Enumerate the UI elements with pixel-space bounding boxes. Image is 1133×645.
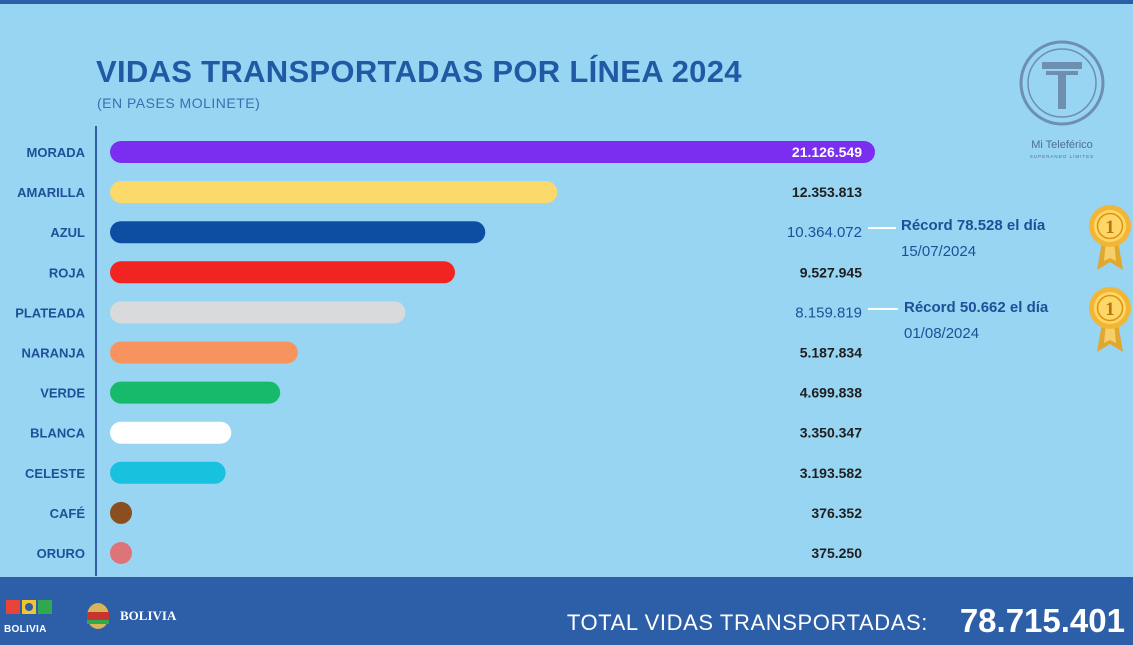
value-label-roja: 9.527.945: [800, 264, 862, 280]
value-label-celeste: 3.193.582: [800, 465, 862, 481]
bar-naranja: [110, 341, 298, 364]
top-strip: [0, 0, 1133, 4]
svg-text:1: 1: [1105, 217, 1115, 238]
category-label-morada: MORADA: [27, 145, 86, 160]
category-label-celeste: CELESTE: [25, 466, 85, 481]
category-label-roja: ROJA: [49, 265, 86, 280]
logo-name: Mi Teleférico: [1031, 139, 1093, 151]
category-label-oruro: ORURO: [37, 546, 85, 561]
value-label-amarilla: 12.353.813: [792, 184, 862, 200]
value-label-verde: 4.699.838: [800, 385, 862, 401]
bar-cafe: [110, 501, 132, 524]
bar-plateada: [110, 301, 406, 324]
category-label-naranja: NARANJA: [21, 346, 85, 361]
value-label-naranja: 5.187.834: [800, 345, 862, 361]
value-label-plateada: 8.159.819: [795, 304, 862, 321]
bar-amarilla: [110, 181, 558, 204]
bar-azul: [110, 221, 486, 244]
footer-bar: BOLIVIA BOLIVIA TOTAL VIDAS TRANSPORTADA…: [0, 577, 1133, 645]
bar-blanca: [110, 421, 232, 444]
bicentenario-logo: [6, 600, 52, 614]
bicentenario-logo-text: BOLIVIA: [4, 624, 47, 635]
record-azul-text: Récord 78.528 el día: [901, 217, 1046, 234]
bar-roja: [110, 261, 456, 284]
category-axis-line: [95, 126, 97, 576]
category-label-blanca: BLANCA: [30, 426, 85, 441]
value-label-cafe: 376.352: [811, 505, 862, 521]
gold-medal-icon: 1: [1089, 287, 1131, 352]
bar-oruro: [110, 542, 132, 564]
chart-subtitle: (EN PASES MOLINETE): [97, 95, 261, 111]
value-label-morada: 21.126.549: [792, 144, 862, 160]
bar-verde: [110, 381, 281, 404]
record-plateada-date: 01/08/2024: [904, 325, 980, 342]
value-label-oruro: 375.250: [811, 545, 862, 561]
total-value: 78.715.401: [959, 602, 1125, 639]
record-plateada: Récord 50.662 el día 01/08/2024: [904, 299, 1048, 342]
category-label-verde: VERDE: [40, 386, 85, 401]
value-label-blanca: 3.350.347: [800, 425, 862, 441]
mi-teleferico-logo: Mi Teleférico SUPERANDO LÍMITES: [1019, 40, 1105, 159]
bar-morada: [110, 141, 875, 163]
bolivia-coat-of-arms-icon: [87, 603, 109, 629]
bar-celeste: [110, 461, 226, 484]
bolivia-logo-text: BOLIVIA: [120, 608, 177, 623]
record-plateada-text: Récord 50.662 el día: [904, 299, 1049, 316]
category-label-amarilla: AMARILLA: [17, 185, 85, 200]
record-azul-date: 15/07/2024: [901, 243, 977, 260]
svg-text:1: 1: [1105, 299, 1115, 320]
total-label: TOTAL VIDAS TRANSPORTADAS:: [566, 610, 928, 635]
category-label-cafe: CAFÉ: [50, 506, 86, 521]
record-connector-azul: [868, 227, 896, 229]
logo-tagline: SUPERANDO LÍMITES: [1030, 153, 1094, 159]
category-label-azul: AZUL: [50, 225, 85, 240]
bar-chart: MORADA 21.126.549 AMARILLA 12.353.813 AZUL 10…: [15, 141, 875, 564]
record-connector-plateada: [868, 308, 898, 310]
gold-medal-icon: 1: [1089, 205, 1131, 270]
chart-title: VIDAS TRANSPORTADAS POR LÍNEA 2024: [96, 54, 742, 89]
category-label-plateada: PLATEADA: [15, 305, 85, 320]
value-label-azul: 10.364.072: [787, 224, 862, 241]
record-azul: Récord 78.528 el día 15/07/2024: [901, 217, 1045, 260]
